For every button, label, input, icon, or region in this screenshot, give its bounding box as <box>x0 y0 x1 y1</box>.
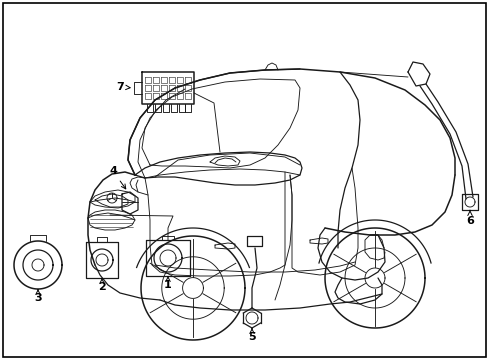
Polygon shape <box>325 228 424 328</box>
Polygon shape <box>14 241 62 289</box>
Polygon shape <box>154 244 182 272</box>
Text: 6: 6 <box>465 210 473 226</box>
Text: 4: 4 <box>109 166 125 189</box>
Polygon shape <box>182 278 203 298</box>
Polygon shape <box>364 268 384 288</box>
Text: 7: 7 <box>116 82 130 92</box>
Polygon shape <box>91 249 113 271</box>
Text: 1: 1 <box>164 277 171 290</box>
Text: 2: 2 <box>98 279 106 292</box>
Text: 5: 5 <box>248 329 255 342</box>
Polygon shape <box>141 236 244 340</box>
Text: 3: 3 <box>34 290 42 303</box>
